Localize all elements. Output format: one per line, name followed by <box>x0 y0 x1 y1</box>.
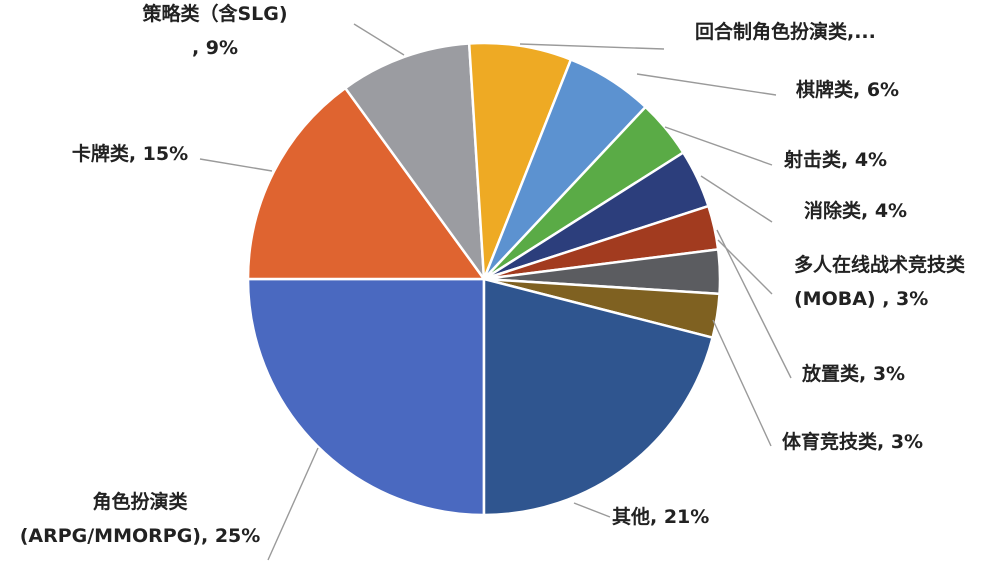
pie-slice-rpg <box>246 277 486 517</box>
slice-label-shooter: 射击类, 4% <box>783 148 887 171</box>
leader-line-match <box>700 175 773 223</box>
leader-line-other <box>573 502 611 518</box>
slice-label-slg-line-1: 策略类（含SLG) <box>142 2 287 25</box>
pie-slice-other <box>482 277 715 517</box>
slice-label-moba-line-1: 多人在线战术竞技类 <box>794 253 965 276</box>
leader-line-turn <box>519 43 665 50</box>
leader-line-moba <box>717 239 773 295</box>
leader-line-rpg <box>267 447 319 561</box>
leader-line-idle <box>716 229 792 379</box>
leader-line-card <box>199 158 273 172</box>
pie-slice-turn <box>467 41 573 280</box>
pie-slice-slg <box>343 42 486 284</box>
slice-label-rpg-line-1: 角色扮演类 <box>92 490 187 513</box>
slice-label-sports: 体育竞技类, 3% <box>782 430 923 453</box>
slices-layer <box>246 41 722 517</box>
leader-line-slg <box>353 23 405 56</box>
slice-label-slg-line-2: , 9% <box>192 37 238 59</box>
leader-line-sports <box>712 319 772 447</box>
slice-label-chess: 棋牌类, 6% <box>796 78 899 101</box>
pie-slice-card <box>246 86 487 281</box>
leader-lines <box>199 23 792 561</box>
slice-label-card: 卡牌类, 15% <box>72 142 188 165</box>
leader-line-chess <box>636 73 777 96</box>
slice-label-match: 消除类, 4% <box>804 199 907 222</box>
leader-line-shooter <box>664 126 773 166</box>
slice-label-moba-line-2: (MOBA) , 3% <box>794 288 928 310</box>
slice-label-other: 其他, 21% <box>612 505 709 528</box>
slice-label-rpg-line-2: (ARPG/MMORPG), 25% <box>20 525 261 547</box>
slice-label-turn: 回合制角色扮演类,... <box>695 20 876 43</box>
slice-label-idle: 放置类, 3% <box>801 362 905 385</box>
labels-layer: 角色扮演类 (ARPG/MMORPG), 25% 卡牌类, 15% 策略类（含SLG)… <box>20 2 965 547</box>
